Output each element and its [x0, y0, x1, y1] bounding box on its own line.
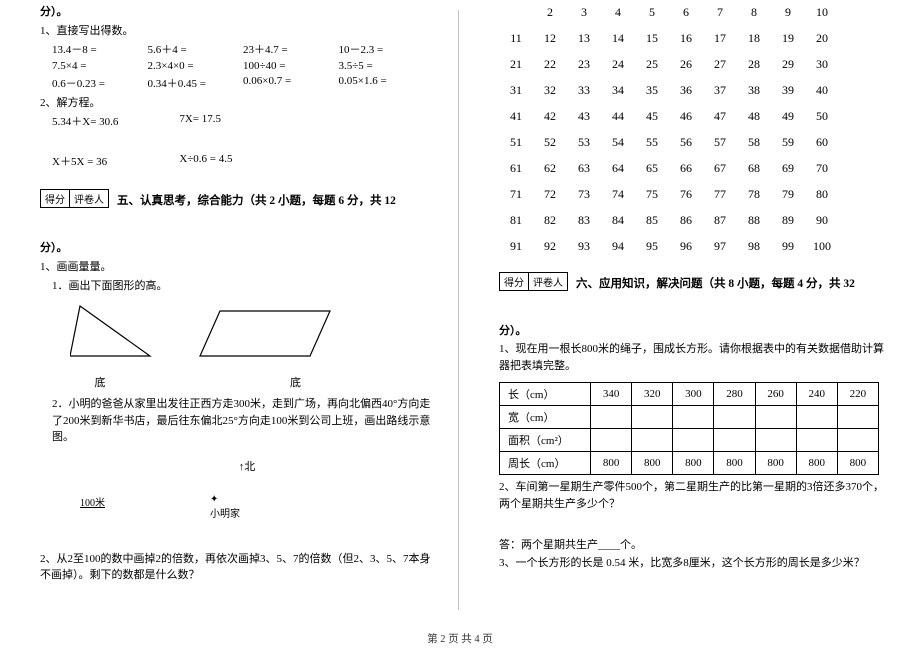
page: 分）。 1、直接写出得数。 13.4－8 =5.6＋4 =23＋4.7 =10－… — [0, 0, 920, 620]
r-ans: 答：两个星期共生产____个。 — [499, 536, 893, 552]
eq-row: 13.4－8 =5.6＋4 =23＋4.7 =10－2.3 = — [52, 41, 434, 57]
section-6-header: 得分 评卷人 六、应用知识，解决问题（共 8 小题，每题 4 分，共 32 — [499, 272, 893, 291]
page-footer: 第 2 页 共 4 页 — [0, 631, 920, 646]
eq-row: 7.5×4 =2.3×4×0 =100÷40 =3.5÷5 = — [52, 60, 434, 72]
map-markers: 100米 ✦小明家 — [40, 494, 434, 518]
score-box: 得分 评卷人 — [499, 272, 568, 291]
q1: 1、直接写出得数。 — [40, 22, 434, 38]
section-5-title: 五、认真思考，综合能力（共 2 小题，每题 6 分，共 12 — [117, 192, 396, 208]
q2: 2、解方程。 — [40, 94, 434, 110]
p1-1: 1．画出下面图形的高。 — [40, 277, 434, 293]
r-p3: 3、一个长方形的长是 0.54 米，比宽多8厘米，这个长方形的周长是多少米？ — [499, 555, 893, 572]
table-row: 面积（cm²） — [500, 429, 879, 452]
table-row: 宽（cm） — [500, 406, 879, 429]
section-5-header: 得分 评卷人 五、认真思考，综合能力（共 2 小题，每题 6 分，共 12 — [40, 189, 434, 208]
table-row: 周长（cm） 800800800800800800800 — [500, 452, 879, 475]
fen-label: 分）。 — [499, 322, 893, 338]
scale-marker: 100米 — [80, 494, 105, 509]
rectangle-table: 长（cm） 340320300280260240220 宽（cm） 面积（cm²… — [499, 382, 879, 475]
eq-row: X＋5X = 36 X÷0.6 = 4.5 — [40, 153, 434, 169]
p1: 1、画画量量。 — [40, 258, 434, 274]
right-column: 2345678910111213141516171819202122232425… — [459, 0, 917, 620]
fen-label: 分）。 — [40, 239, 434, 255]
fen-label: 分）。 — [40, 3, 434, 19]
eq-row: 0.6－0.23 =0.34＋0.45 =0.06×0.7 =0.05×1.6 … — [52, 75, 434, 91]
triangle-parallelogram-svg — [70, 301, 390, 371]
section-6-title: 六、应用知识，解决问题（共 8 小题，每题 4 分，共 32 — [576, 275, 855, 291]
number-grid: 2345678910111213141516171819202122232425… — [499, 6, 893, 252]
left-column: 分）。 1、直接写出得数。 13.4－8 =5.6＋4 =23＋4.7 =10－… — [0, 0, 458, 620]
table-row: 长（cm） 340320300280260240220 — [500, 383, 879, 406]
eq-row: 5.34＋X= 30.6 7X= 17.5 — [40, 113, 434, 129]
north-indicator: ↑北 — [50, 458, 444, 474]
score-label: 得分 — [41, 190, 70, 207]
equations-block: 13.4－8 =5.6＋4 =23＋4.7 =10－2.3 = 7.5×4 =2… — [40, 41, 434, 91]
score-label: 得分 — [500, 273, 529, 290]
grader-label: 评卷人 — [529, 273, 567, 290]
r-p2: 2、车间第一星期生产零件500个，第二星期生产的比第一星期的3倍还多370个，两… — [499, 479, 893, 512]
grader-label: 评卷人 — [70, 190, 108, 207]
shapes-figure: 底底 — [70, 301, 434, 390]
r-p1: 1、现在用一根长800米的绳子，围成长方形。请你根据表中的有关数据借助计算器把表… — [499, 341, 893, 374]
home-marker: ✦小明家 — [210, 494, 240, 520]
p1-2: 2．小明的爸爸从家里出发往正西方走300米，走到广场，再向北偏西40°方向走了2… — [40, 396, 434, 446]
q2b: 2、从2至100的数中画掉2的倍数，再依次画掉3、5、7的倍数（但2、3、5、7… — [40, 551, 434, 584]
score-box: 得分 评卷人 — [40, 189, 109, 208]
